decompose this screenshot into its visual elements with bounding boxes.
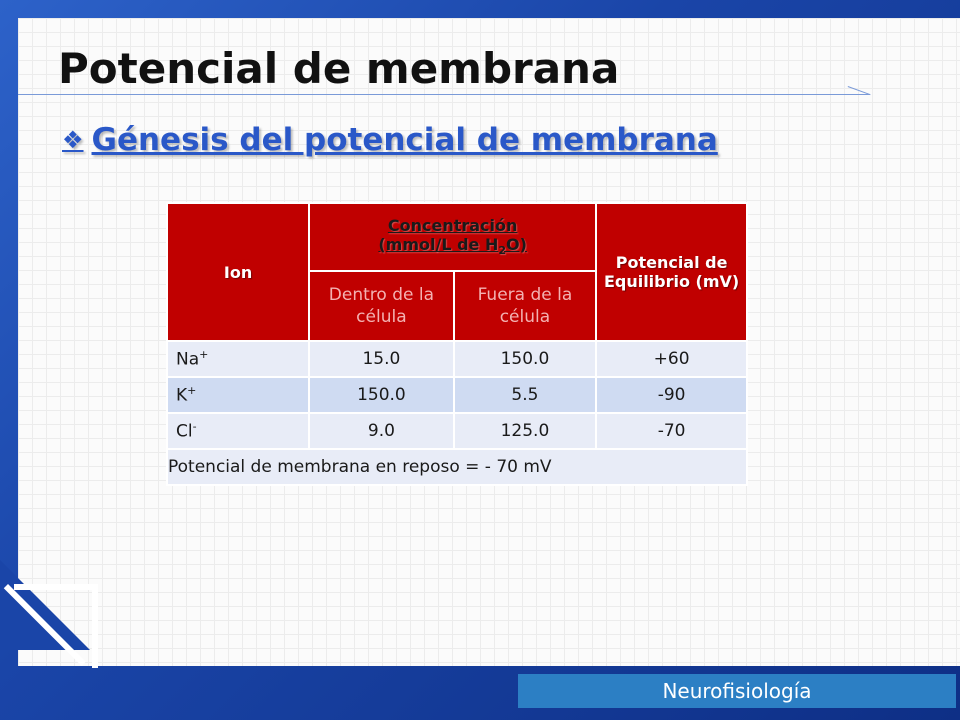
cell-potential: +60: [595, 340, 748, 378]
ion-symbol: Cl: [176, 421, 193, 442]
header-concentration: Concentración (mmol/L de H2O): [308, 202, 598, 272]
ion-symbol: Na: [176, 349, 200, 370]
header-potential: Potencial de Equilibrio (mV): [595, 202, 748, 342]
table-row: Cl- 9.0 125.0 -70: [165, 412, 748, 450]
cell-outside: 125.0: [452, 412, 598, 450]
cell-ion: Na+: [165, 340, 311, 378]
cell-inside: 15.0: [308, 340, 455, 378]
cell-ion: K+: [165, 376, 311, 414]
ion-table: Ion Concentración (mmol/L de H2O) Potenc…: [165, 202, 748, 486]
slide-title: Potencial de membrana: [58, 44, 620, 93]
header-concentration-line2: (mmol/L de H2O): [310, 235, 595, 257]
header-concentration-sub: 2: [498, 244, 507, 258]
cell-potential: -90: [595, 376, 748, 414]
ion-charge: +: [199, 348, 209, 362]
ion-symbol: K: [176, 385, 188, 406]
cell-inside: 9.0: [308, 412, 455, 450]
cell-outside: 5.5: [452, 376, 598, 414]
header-inside-text: Dentro de la célula: [328, 285, 434, 327]
header-concentration-post: O): [506, 235, 527, 255]
footer-badge: Neurofisiología: [518, 674, 956, 708]
table-header-row: Ion Concentración (mmol/L de H2O) Potenc…: [165, 202, 748, 342]
cell-inside: 150.0: [308, 376, 455, 414]
table-subheader-row: Dentro de la célula Fuera de la célula: [167, 270, 747, 342]
table-row: K+ 150.0 5.5 -90: [165, 376, 748, 414]
cell-outside: 150.0: [452, 340, 598, 378]
cell-potential: -70: [595, 412, 748, 450]
title-underline-rule: [18, 94, 870, 95]
header-outside-text: Fuera de la célula: [477, 285, 573, 327]
corner-line-decoration: [14, 584, 98, 668]
header-outside: Fuera de la célula: [452, 270, 598, 342]
header-concentration-pre: (mmol/L de H: [378, 235, 499, 255]
ion-charge: +: [187, 384, 197, 398]
table-row: Na+ 15.0 150.0 +60: [165, 340, 748, 378]
table-footer-row: Potencial de membrana en reposo = - 70 m…: [166, 448, 748, 486]
diamond-bullet-icon: ❖: [62, 126, 84, 154]
header-concentration-line1: Concentración: [387, 216, 518, 236]
resting-potential-note: Potencial de membrana en reposo = - 70 m…: [166, 448, 748, 486]
ion-charge: -: [192, 420, 197, 434]
header-ion: Ion: [165, 202, 311, 342]
slide-subtitle: ❖ Génesis del potencial de membrana: [62, 122, 718, 158]
subtitle-text: Génesis del potencial de membrana: [91, 122, 718, 158]
cell-ion: Cl-: [165, 412, 311, 450]
header-inside: Dentro de la célula: [308, 270, 455, 342]
